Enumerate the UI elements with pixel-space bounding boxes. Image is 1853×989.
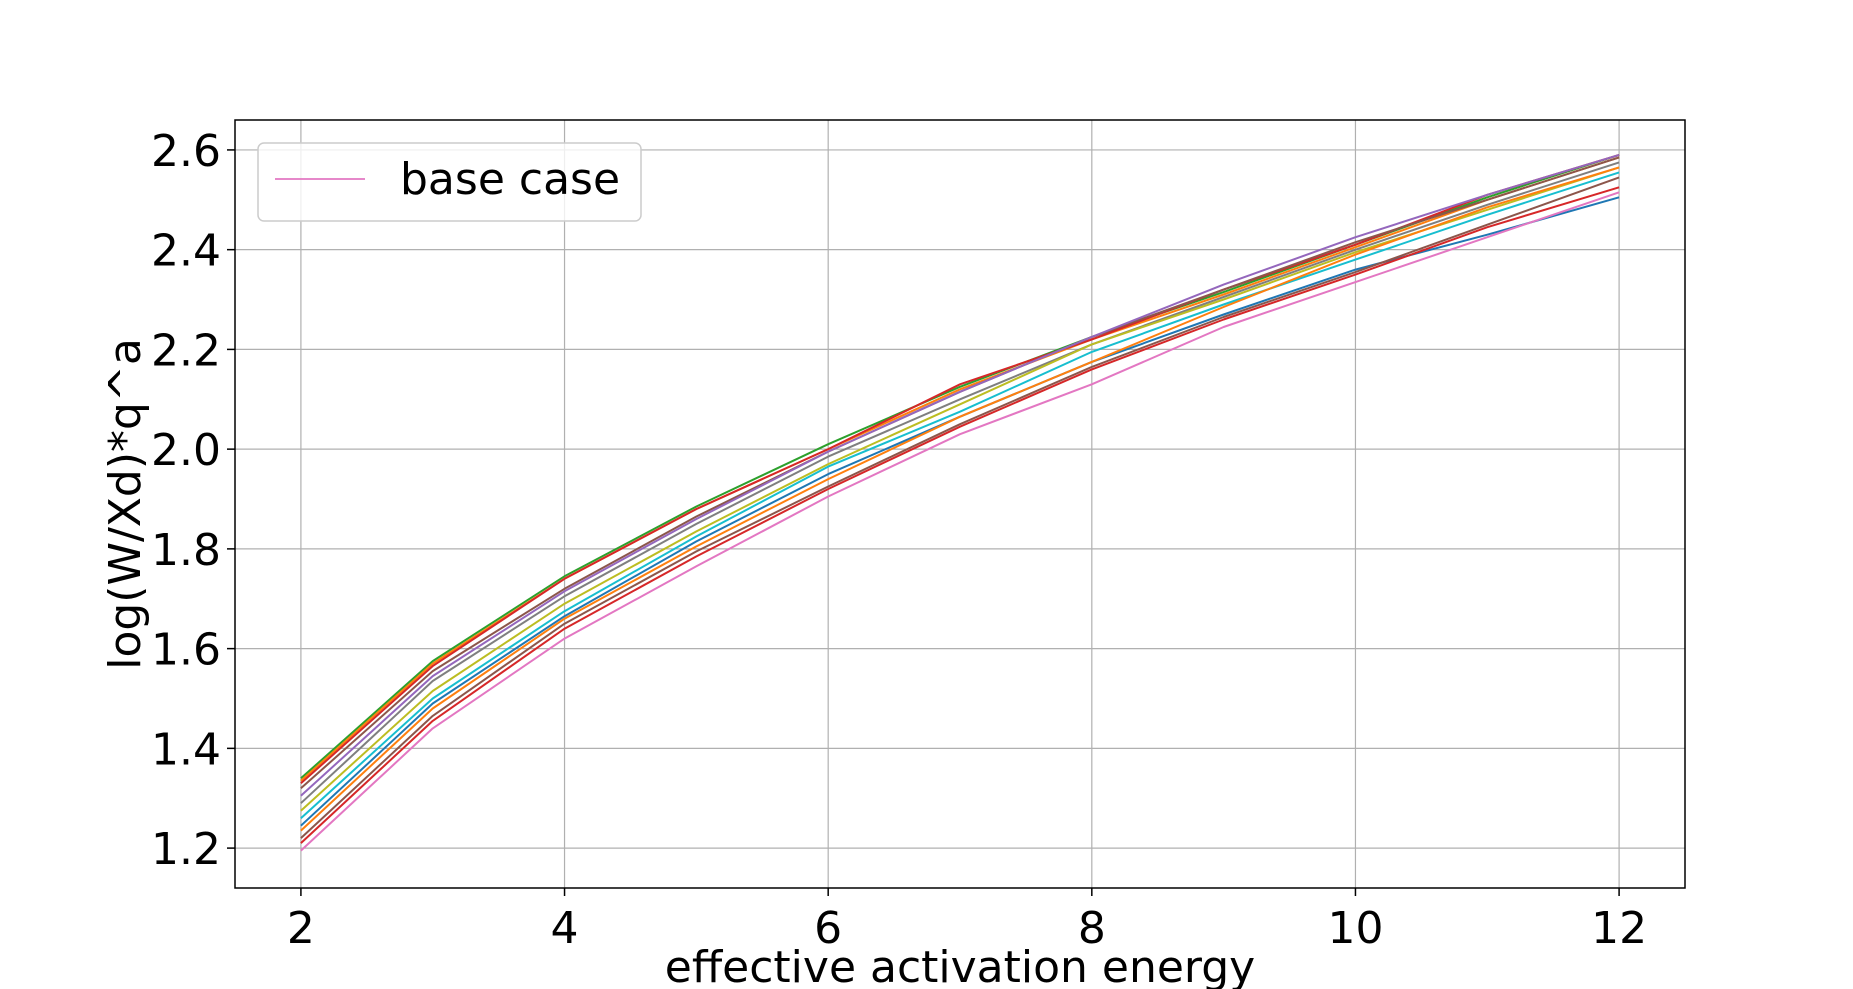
- series-line-6: [300, 161, 1620, 804]
- series-line-11: [300, 176, 1620, 839]
- y-tick-label: 1.8: [151, 525, 221, 576]
- x-tick-label: 12: [1591, 903, 1647, 954]
- series-line-12: [300, 186, 1620, 844]
- x-tick-label: 10: [1327, 903, 1383, 954]
- x-tick-label: 4: [551, 903, 579, 954]
- series-line-7: [300, 166, 1620, 812]
- legend-box: [257, 142, 642, 222]
- series-line-13: [300, 191, 1620, 852]
- legend-label-base-case: base case: [400, 154, 620, 205]
- series-line-10: [300, 166, 1620, 832]
- x-tick-label: 6: [814, 903, 842, 954]
- y-tick-label: 2.0: [151, 425, 221, 476]
- y-tick-label: 1.4: [151, 724, 221, 775]
- axis-ticks: 2 4 6 8 10 12 1.2 1.4 1.6 1.8 2.0 2.2 2.4 2.6: [151, 126, 1647, 954]
- plot-frame: [234, 119, 1686, 889]
- x-tick-label: 2: [287, 903, 315, 954]
- series-line-9: [300, 196, 1620, 827]
- grid-lines: [235, 120, 1685, 888]
- y-axis-label: log(W/Xd)*q^a: [100, 338, 151, 670]
- y-tick-label: 1.2: [151, 824, 221, 875]
- series-line-8: [300, 171, 1620, 819]
- x-tick-label: 8: [1078, 903, 1106, 954]
- series-line-5: [300, 153, 1620, 797]
- y-tick-label: 2.6: [151, 126, 221, 177]
- y-tick-label: 1.6: [151, 625, 221, 676]
- legend: base case: [257, 142, 642, 222]
- x-axis-label: effective activation energy: [665, 942, 1255, 989]
- y-tick-label: 2.4: [151, 226, 221, 277]
- series-lines: [300, 153, 1620, 852]
- y-tick-label: 2.2: [151, 325, 221, 376]
